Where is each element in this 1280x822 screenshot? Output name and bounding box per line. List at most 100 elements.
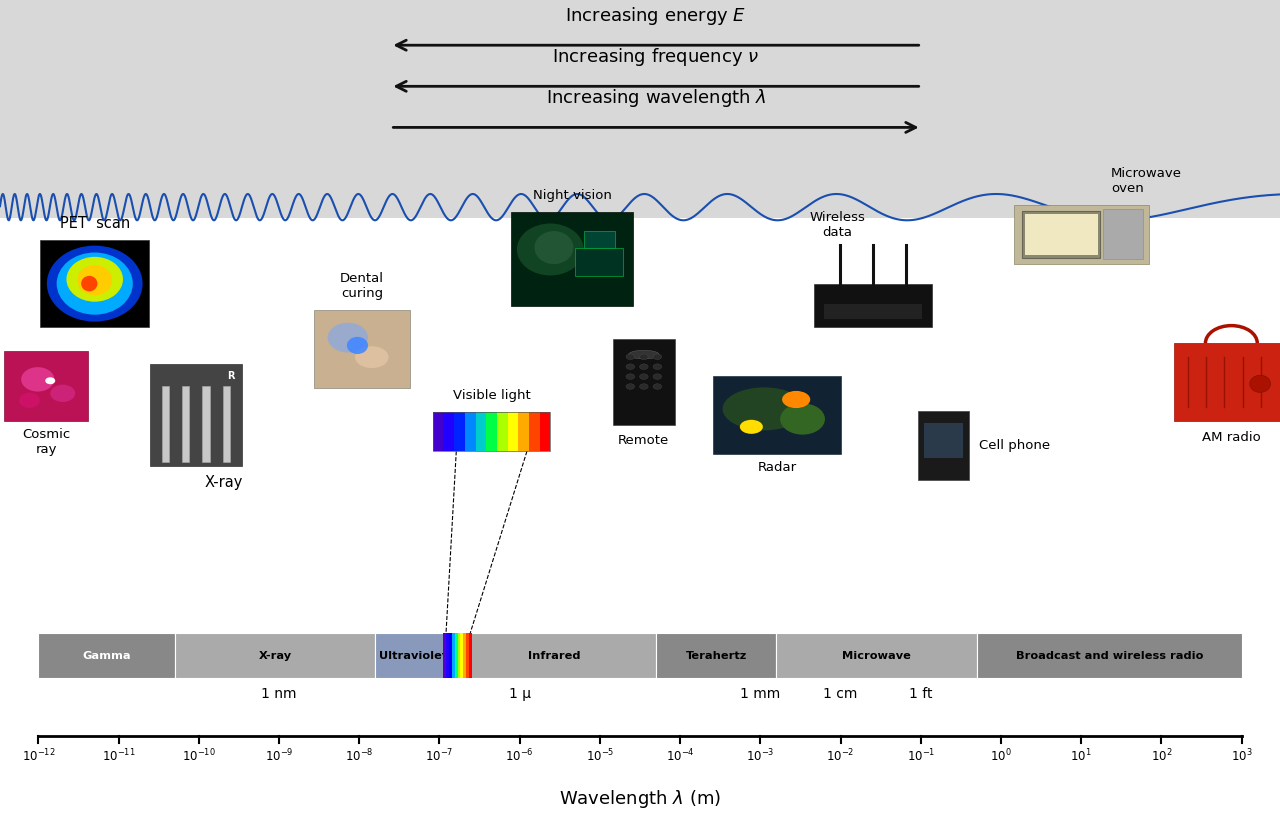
Ellipse shape [47,246,142,321]
Bar [433,412,443,451]
Ellipse shape [722,387,806,431]
Ellipse shape [640,374,648,380]
Text: Microwave
oven: Microwave oven [1111,167,1183,195]
Text: 1 cm: 1 cm [823,687,858,701]
Ellipse shape [628,350,659,359]
Bar [924,423,963,458]
Text: Cell phone: Cell phone [979,439,1051,452]
Ellipse shape [653,364,662,370]
Text: $10^{-10}$: $10^{-10}$ [182,748,216,764]
Bar [1174,344,1280,421]
Bar [1023,210,1101,258]
Ellipse shape [347,337,369,354]
Ellipse shape [45,377,55,384]
Text: 1 μ: 1 μ [508,687,531,701]
Ellipse shape [640,364,648,370]
Bar [512,212,634,307]
Bar [150,363,242,467]
Ellipse shape [626,384,635,390]
Bar [0,0,1280,218]
Text: $10^{-1}$: $10^{-1}$ [906,748,934,764]
Bar [468,633,471,678]
Bar [4,352,87,421]
Bar [486,412,497,451]
Text: Night vision: Night vision [532,189,612,201]
Bar [449,633,452,678]
Bar [508,412,518,451]
Text: $10^{-5}$: $10^{-5}$ [586,748,614,764]
Text: X-ray: X-ray [259,650,292,661]
Text: 1 mm: 1 mm [740,687,781,701]
Text: $10^{-7}$: $10^{-7}$ [425,748,453,764]
Ellipse shape [328,323,369,353]
Ellipse shape [81,276,97,291]
Text: $10^{3}$: $10^{3}$ [1231,748,1252,764]
Text: Radar: Radar [758,460,796,473]
Bar [457,633,461,678]
Bar [540,412,550,451]
Text: Gamma: Gamma [82,650,131,661]
Bar [814,284,932,327]
Text: $10^{1}$: $10^{1}$ [1070,748,1092,764]
Bar [1014,205,1149,264]
Text: Infrared: Infrared [527,650,580,661]
Bar [161,386,169,462]
Text: $10^{0}$: $10^{0}$ [991,748,1011,764]
Bar [529,412,540,451]
Bar [443,412,454,451]
Ellipse shape [653,354,662,359]
Ellipse shape [67,256,123,302]
Ellipse shape [740,420,763,434]
Text: Microwave: Microwave [842,650,911,661]
Text: Dental
curing: Dental curing [340,272,384,301]
Text: Terahertz: Terahertz [686,650,746,661]
Ellipse shape [782,391,810,408]
Bar [657,633,777,678]
Bar [375,633,452,678]
Text: Ultraviolet: Ultraviolet [379,650,448,661]
Bar [40,241,148,326]
Text: Wavelength $\lambda$ (m): Wavelength $\lambda$ (m) [559,787,721,810]
Text: R: R [227,371,234,381]
Text: Increasing frequency $\nu$: Increasing frequency $\nu$ [553,46,759,68]
Bar [314,311,410,389]
Ellipse shape [781,404,826,435]
Text: PET  scan: PET scan [60,215,129,230]
Text: $10^{-2}$: $10^{-2}$ [827,748,855,764]
Bar [1103,210,1143,259]
Text: Wireless
data: Wireless data [810,211,865,239]
Bar [613,339,675,426]
Bar [777,633,977,678]
Bar [918,411,969,480]
Ellipse shape [77,265,113,295]
Ellipse shape [626,374,635,380]
Bar [452,633,657,678]
Ellipse shape [56,252,133,315]
Bar [977,633,1242,678]
Ellipse shape [640,384,648,390]
Text: $10^{-9}$: $10^{-9}$ [265,748,293,764]
Text: Remote: Remote [618,434,669,446]
Text: AM radio: AM radio [1202,431,1261,444]
Bar [476,412,486,451]
Text: X-ray: X-ray [205,475,243,490]
Bar [38,633,175,678]
Bar [497,412,508,451]
Ellipse shape [20,367,55,391]
Text: $10^{-4}$: $10^{-4}$ [666,748,695,764]
Bar [182,386,189,462]
Text: Broadcast and wireless radio: Broadcast and wireless radio [1015,650,1203,661]
Ellipse shape [355,346,389,368]
Bar [175,633,375,678]
Ellipse shape [535,231,573,264]
Bar [466,633,468,678]
Ellipse shape [626,354,635,359]
Bar [223,386,230,462]
Ellipse shape [626,364,635,370]
Ellipse shape [19,393,40,408]
Bar [713,376,841,454]
Text: $10^{-6}$: $10^{-6}$ [506,748,534,764]
Text: $10^{-12}$: $10^{-12}$ [22,748,55,764]
Text: Increasing wavelength $\lambda$: Increasing wavelength $\lambda$ [545,87,767,109]
Text: $10^{-3}$: $10^{-3}$ [746,748,774,764]
